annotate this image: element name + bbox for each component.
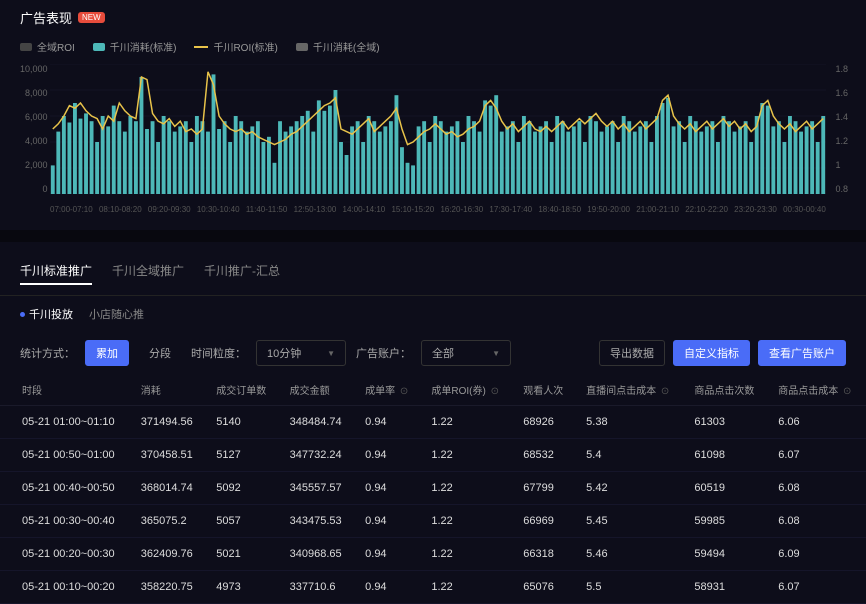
account-select[interactable]: 全部▼ [421,340,511,366]
help-icon[interactable]: ⊙ [840,386,851,397]
tab-千川全域推广[interactable]: 千川全域推广 [112,258,184,285]
table-row[interactable]: 05-21 01:00~01:10371494.565140348484.740… [0,406,866,439]
section-title: 广告表现 [20,8,72,27]
main-tabs: 千川标准推广千川全域推广千川推广-汇总 [0,248,866,296]
col-header: 成交订单数 [206,374,279,406]
legend-item[interactable]: 全域ROI [20,39,75,54]
cumulative-button[interactable]: 累加 [85,340,129,366]
legend-item[interactable]: 千川ROI(标准) [194,39,277,54]
granularity-label: 时间粒度： [191,345,246,361]
help-icon[interactable]: ⊙ [397,386,408,397]
legend-item[interactable]: 千川消耗(标准) [93,39,177,54]
help-icon[interactable]: ⊙ [488,386,499,397]
table-row[interactable]: 05-21 00:50~01:00370458.515127347732.240… [0,439,866,472]
sub-tabs: 千川投放小店随心推 [0,296,866,332]
legend-swatch [20,43,32,51]
method-label: 统计方式： [20,345,75,361]
chart-legend: 全域ROI 千川消耗(标准) 千川ROI(标准) 千川消耗(全域) [0,35,866,64]
legend-swatch [194,46,208,48]
export-button[interactable]: 导出数据 [599,340,665,366]
chevron-down-icon: ▼ [327,349,335,358]
col-header: 时段 [0,374,131,406]
new-badge: NEW [78,12,105,23]
col-header: 商品点击次数 [684,374,768,406]
subtab-千川投放[interactable]: 千川投放 [20,306,73,322]
table-row[interactable]: 05-21 00:30~00:40365075.25057343475.530.… [0,505,866,538]
col-header: 成单率 ⊙ [355,374,421,406]
tab-千川标准推广[interactable]: 千川标准推广 [20,258,92,285]
legend-swatch [93,43,105,51]
granularity-select[interactable]: 10分钟▼ [256,340,346,366]
tab-千川推广-汇总[interactable]: 千川推广-汇总 [204,258,280,285]
help-icon[interactable]: ⊙ [658,386,669,397]
col-header: 成单ROI(券) ⊙ [421,374,513,406]
table-row[interactable]: 05-21 00:20~00:30362409.765021340968.650… [0,538,866,571]
table-row[interactable]: 05-21 00:10~00:20358220.754973337710.60.… [0,571,866,604]
custom-metrics-button[interactable]: 自定义指标 [673,340,750,366]
legend-item[interactable]: 千川消耗(全域) [296,39,380,54]
chevron-down-icon: ▼ [492,349,500,358]
col-header: 直播间点击成本 ⊙ [576,374,684,406]
legend-swatch [296,43,308,51]
chart-area: 10,0008,0006,0004,0002,0000 1.81.61.41.2… [0,64,866,224]
subtab-小店随心推[interactable]: 小店随心推 [89,306,144,322]
col-header: 观看人次 [513,374,576,406]
col-header: 商品点击成本 ⊙ [768,374,866,406]
view-account-button[interactable]: 查看广告账户 [758,340,846,366]
account-label: 广告账户： [356,345,411,361]
data-table: 时段消耗成交订单数成交金额成单率 ⊙成单ROI(券) ⊙观看人次直播间点击成本 … [0,374,866,604]
split-button[interactable]: 分段 [139,341,181,365]
col-header: 成交金额 [280,374,356,406]
col-header: 消耗 [131,374,207,406]
